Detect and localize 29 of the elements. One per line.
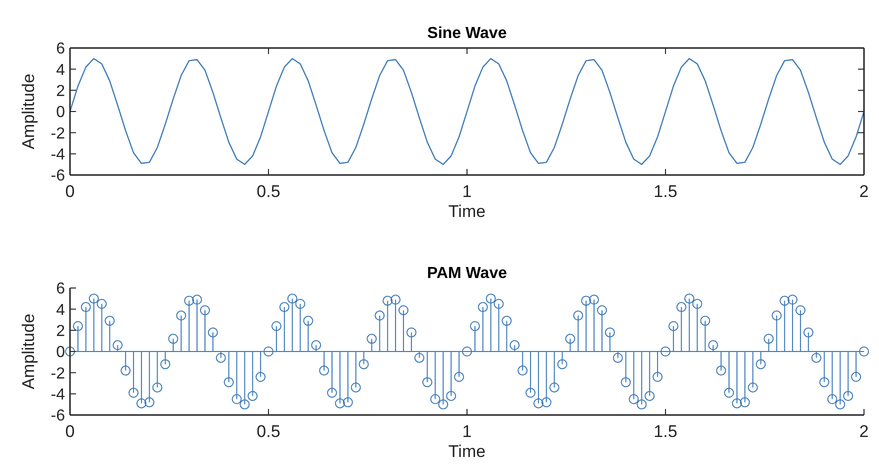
y-tick-label: 2 <box>56 82 66 100</box>
y-tick-label: -6 <box>50 408 66 425</box>
y-tick-label: 0 <box>56 104 66 122</box>
x-tick-label: 1.5 <box>654 182 678 201</box>
x-tick-label: 1 <box>462 182 472 201</box>
chart-title: Sine Wave <box>427 25 507 42</box>
y-tick-label: 0 <box>56 344 66 362</box>
chart-title: PAM Wave <box>426 265 508 282</box>
y-axis-title: Amplitude <box>19 314 38 390</box>
y-tick-label: 4 <box>56 62 66 79</box>
x-axis-title: Time <box>448 202 486 221</box>
y-tick-label: -4 <box>50 386 66 404</box>
y-tick-label: 2 <box>56 322 66 340</box>
x-tick-label: 1 <box>462 422 472 441</box>
x-axis-title: Time <box>448 442 486 461</box>
y-tick-label: 6 <box>56 280 66 298</box>
y-tick-label: -6 <box>50 168 66 185</box>
y-tick-label: -2 <box>50 125 66 142</box>
x-tick-label: 0.5 <box>256 422 280 441</box>
y-tick-label: 6 <box>56 40 66 58</box>
x-tick-label: 2 <box>859 422 869 441</box>
y-tick-label: 4 <box>56 302 66 319</box>
y-axis-title: Amplitude <box>19 74 38 150</box>
y-tick-label: -2 <box>50 365 66 382</box>
x-tick-label: 2 <box>859 182 869 201</box>
y-tick-label: -4 <box>50 146 66 164</box>
x-tick-label: 0.5 <box>256 182 280 201</box>
line-series <box>69 58 865 166</box>
x-tick-label: 1.5 <box>654 422 678 441</box>
